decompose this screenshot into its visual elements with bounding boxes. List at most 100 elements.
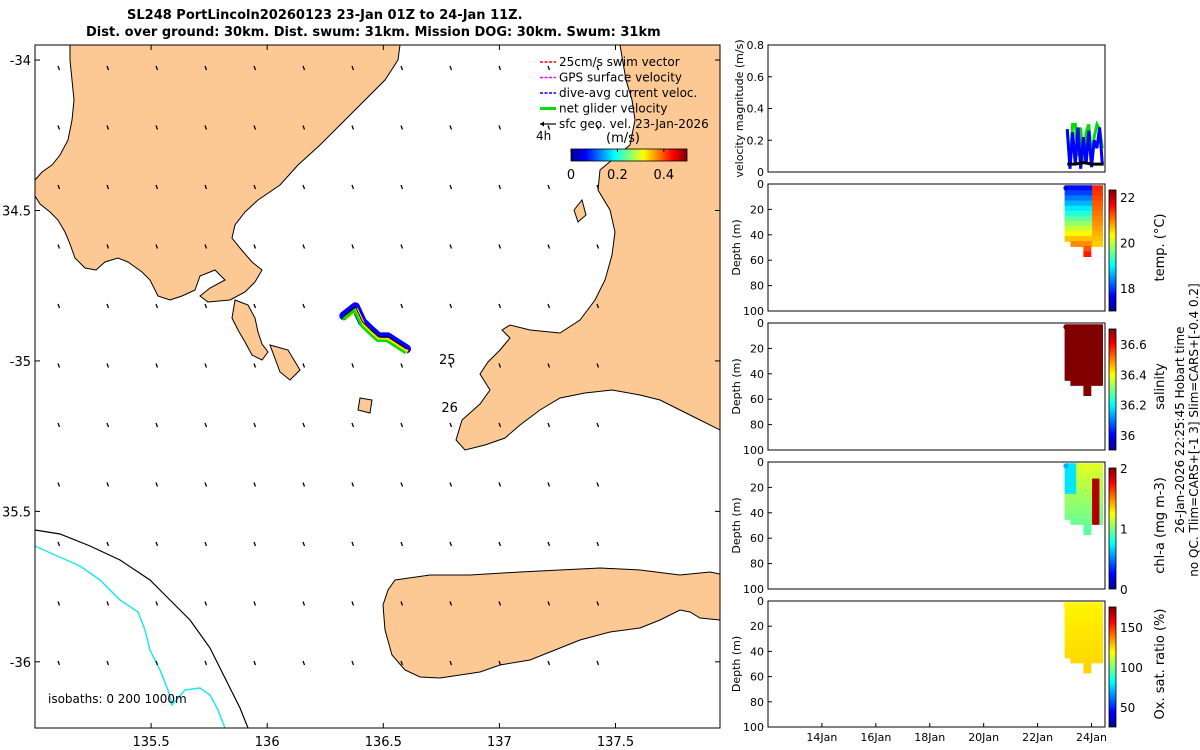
series-line (1067, 160, 1104, 166)
y-tick-label: 0 (757, 178, 764, 191)
section-cell (1097, 514, 1100, 520)
geo-velocity-arrow (106, 601, 110, 606)
section-cell (1097, 493, 1100, 500)
section-cell (1097, 652, 1100, 659)
section-cell (1067, 617, 1070, 623)
section-cell (1077, 220, 1080, 227)
section-cell (1067, 210, 1070, 217)
section-cell (1080, 483, 1083, 490)
section-cell (1084, 478, 1087, 485)
section-cell (1093, 602, 1096, 608)
section-cell (1087, 607, 1090, 613)
section-cell (1082, 375, 1085, 381)
section-cell (1077, 339, 1080, 346)
section-cell (1080, 627, 1083, 634)
panel-frame (767, 183, 1106, 312)
section-cell (1086, 349, 1089, 356)
section-cell (1096, 463, 1099, 469)
section-cell (1077, 231, 1080, 237)
section-cell (1074, 334, 1077, 341)
section-cell (1064, 642, 1067, 649)
geo-velocity-arrow (155, 660, 159, 666)
y-tick-label: 20 (750, 342, 764, 355)
geo-velocity-arrow (204, 244, 208, 249)
section-cell (1076, 364, 1079, 371)
section-cell (1100, 220, 1103, 227)
section-cell (1068, 627, 1071, 634)
section-cell (1067, 463, 1070, 469)
section-cell (1076, 503, 1079, 510)
section-cell (1087, 349, 1090, 356)
section-cell (1083, 488, 1086, 495)
section-cell (1097, 617, 1100, 623)
geo-velocity-arrow (155, 422, 159, 428)
section-cell (1092, 617, 1095, 623)
section-cell (1064, 473, 1067, 480)
geo-velocity-arrow (106, 422, 110, 428)
section-cell (1097, 463, 1100, 469)
geo-velocity-arrow (204, 65, 208, 71)
section-cell (1076, 329, 1079, 336)
section-cell (1083, 524, 1086, 530)
section-cell (1096, 344, 1099, 351)
section-cell (1090, 231, 1093, 237)
section-cell (1093, 210, 1096, 217)
section-cell (1071, 339, 1074, 346)
section-cell (1090, 509, 1093, 515)
section-cell (1099, 185, 1102, 191)
section-cell (1064, 210, 1067, 217)
section-cell (1095, 364, 1098, 371)
section-cell (1064, 370, 1067, 376)
section-cell (1066, 329, 1069, 336)
section-cell (1087, 617, 1090, 623)
section-cell (1100, 380, 1103, 386)
legend-label: net glider velocity (559, 102, 667, 116)
panel-background (768, 601, 1105, 727)
section-cell (1079, 339, 1082, 346)
y-tick-label: 0 (757, 456, 764, 469)
section-cell (1067, 349, 1070, 356)
section-cell (1084, 225, 1087, 232)
geo-velocity-arrow (106, 482, 110, 487)
glider-path-line (343, 306, 407, 350)
day-label: 26 (441, 401, 458, 416)
geo-velocity-arrow (204, 422, 208, 428)
section-cell (1097, 498, 1100, 505)
section-cell (1082, 657, 1085, 664)
section-cell (1068, 364, 1071, 371)
section-cell (1077, 380, 1080, 386)
section-cell (1090, 215, 1093, 222)
section-cell (1074, 205, 1077, 212)
geo-velocity-arrow (253, 184, 257, 190)
section-cell (1092, 607, 1095, 613)
y-tick-label: 0 (757, 317, 764, 330)
section-cell (1096, 334, 1099, 341)
section-cell (1077, 514, 1080, 520)
section-cell (1066, 612, 1069, 618)
section-cell (1074, 329, 1077, 336)
section-cell (1070, 380, 1073, 386)
section-cell (1090, 190, 1093, 196)
geo-velocity-arrow (204, 303, 208, 309)
section-cell (1067, 195, 1070, 202)
section-cell (1090, 354, 1093, 361)
section-cell (1099, 652, 1102, 659)
section-cell (1064, 195, 1067, 202)
section-cell (1070, 602, 1073, 608)
section-cell (1096, 617, 1099, 623)
section-cell (1086, 503, 1089, 510)
section-cell (1080, 195, 1083, 202)
section-cell (1087, 215, 1090, 222)
section-cell (1073, 225, 1076, 232)
geo-velocity-arrow (253, 363, 257, 368)
section-cell (1084, 370, 1087, 376)
section-cell (1087, 359, 1090, 366)
section-cell (1066, 359, 1069, 366)
section-cell (1099, 359, 1102, 366)
geo-velocity-arrow (57, 65, 61, 71)
section-cell (1089, 632, 1092, 639)
section-cell (1079, 622, 1082, 628)
section-cell (1097, 607, 1100, 613)
section-cell (1096, 190, 1099, 196)
section-cell (1093, 225, 1096, 232)
